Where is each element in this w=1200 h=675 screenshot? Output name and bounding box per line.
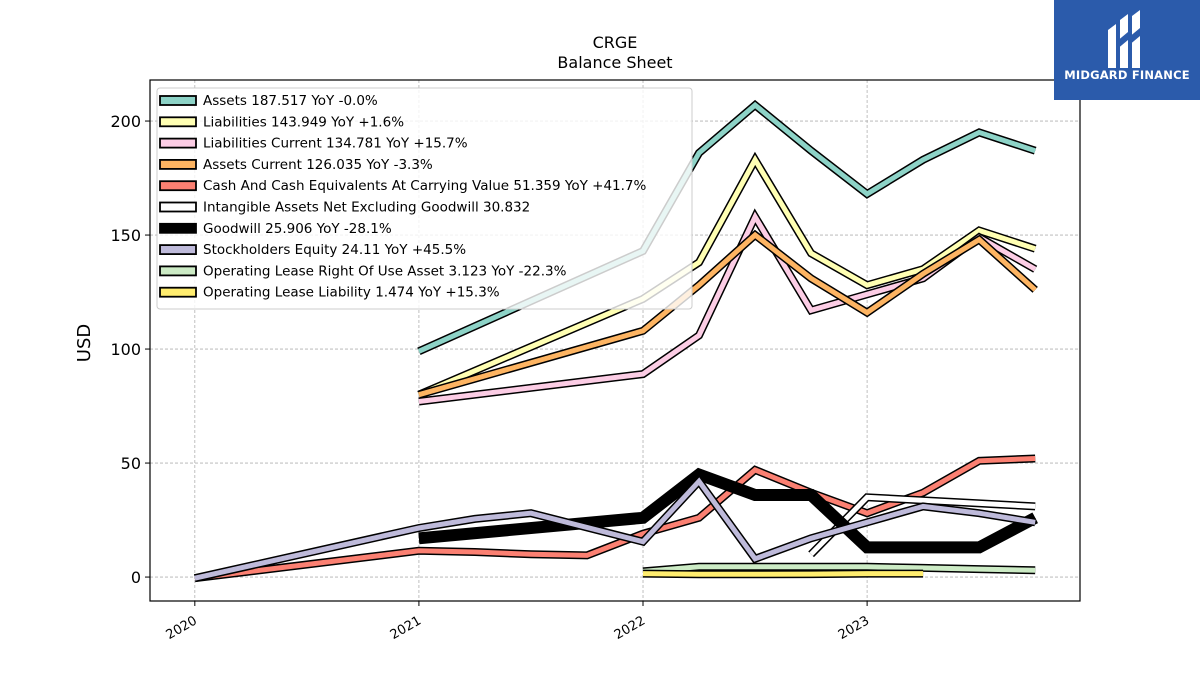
- legend-entry: Operating Lease Right Of Use Asset 3.123…: [159, 263, 567, 279]
- legend-swatch: [159, 137, 197, 149]
- x-tick-label: 2021: [388, 613, 424, 643]
- series-line-core: [194, 456, 1036, 581]
- series-line-core: [194, 477, 1036, 581]
- x-tick-label: 2023: [836, 613, 872, 643]
- midgard-m-logo-icon: [1108, 10, 1140, 68]
- legend-label: Assets Current 126.035 YoY -3.3%: [203, 157, 433, 173]
- legend-swatch: [159, 180, 197, 192]
- legend-entry: Intangible Assets Net Excluding Goodwill…: [159, 200, 530, 216]
- legend-label: Operating Lease Liability 1.474 YoY +15.…: [203, 285, 500, 301]
- y-tick-label: 150: [110, 226, 141, 245]
- legend-entry: Assets Current 126.035 YoY -3.3%: [159, 157, 433, 173]
- x-tick-label: 2020: [164, 613, 200, 643]
- legend-label: Liabilities Current 134.781 YoY +15.7%: [203, 136, 468, 152]
- y-tick-label: 100: [110, 340, 141, 359]
- y-tick-label: 50: [121, 454, 141, 473]
- legend-swatch: [159, 201, 197, 213]
- series-line: [193, 475, 1036, 583]
- brand-name: MIDGARD FINANCE: [1064, 68, 1190, 82]
- plot-frame: [149, 79, 1081, 602]
- legend-entry: Assets 187.517 YoY -0.0%: [159, 93, 378, 109]
- series-line-core: [642, 571, 924, 577]
- legend-entry: Stockholders Equity 24.11 YoY +45.5%: [159, 242, 466, 258]
- y-tick-label: 200: [110, 112, 141, 131]
- legend-swatch: [159, 265, 197, 277]
- legend-swatch: [159, 222, 197, 234]
- legend-entry: Liabilities Current 134.781 YoY +15.7%: [159, 136, 468, 152]
- x-tick-label: 2022: [612, 613, 648, 643]
- legend-label: Stockholders Equity 24.11 YoY +45.5%: [203, 242, 466, 258]
- legend-label: Assets 187.517 YoY -0.0%: [203, 93, 378, 109]
- legend-label: Liabilities 143.949 YoY +1.6%: [203, 114, 404, 130]
- series-line: [417, 229, 1038, 399]
- legend-box: [156, 87, 693, 310]
- y-axis-label: USD: [74, 324, 95, 362]
- legend-swatch: [159, 244, 197, 256]
- legend-entry: Liabilities 143.949 YoY +1.6%: [159, 114, 404, 130]
- series-line: [194, 454, 1036, 583]
- legend-entry: Goodwill 25.906 YoY -28.1%: [159, 221, 392, 237]
- legend-swatch: [159, 116, 197, 128]
- series-line-core: [418, 231, 1037, 398]
- legend-label: Intangible Assets Net Excluding Goodwill…: [203, 200, 530, 216]
- legend-swatch: [159, 286, 197, 298]
- legend: Assets 187.517 YoY -0.0% Liabilities 143.…: [156, 87, 693, 310]
- series-line: [642, 562, 1036, 576]
- legend-label: Operating Lease Right Of Use Asset 3.123…: [203, 263, 567, 279]
- legend-entry: Cash And Cash Equivalents At Carrying Va…: [159, 178, 647, 194]
- series-line-core: [642, 564, 1036, 574]
- legend-swatch: [159, 95, 197, 106]
- series-line: [642, 569, 924, 579]
- legend-swatch: [159, 158, 197, 170]
- chart-subtitle: Balance Sheet: [557, 53, 672, 72]
- chart-title: CRGE: [593, 33, 638, 52]
- legend-entry: Operating Lease Liability 1.474 YoY +15.…: [159, 285, 500, 301]
- legend-label: Goodwill 25.906 YoY -28.1%: [203, 221, 392, 237]
- series-line: [418, 467, 1039, 554]
- legend-label: Cash And Cash Equivalents At Carrying Va…: [203, 178, 647, 194]
- y-tick-label: 0: [131, 568, 141, 587]
- midgard-finance-badge: MIDGARD FINANCE: [1054, 0, 1200, 100]
- series-line-core: [418, 469, 1038, 552]
- series-lines: [193, 99, 1039, 583]
